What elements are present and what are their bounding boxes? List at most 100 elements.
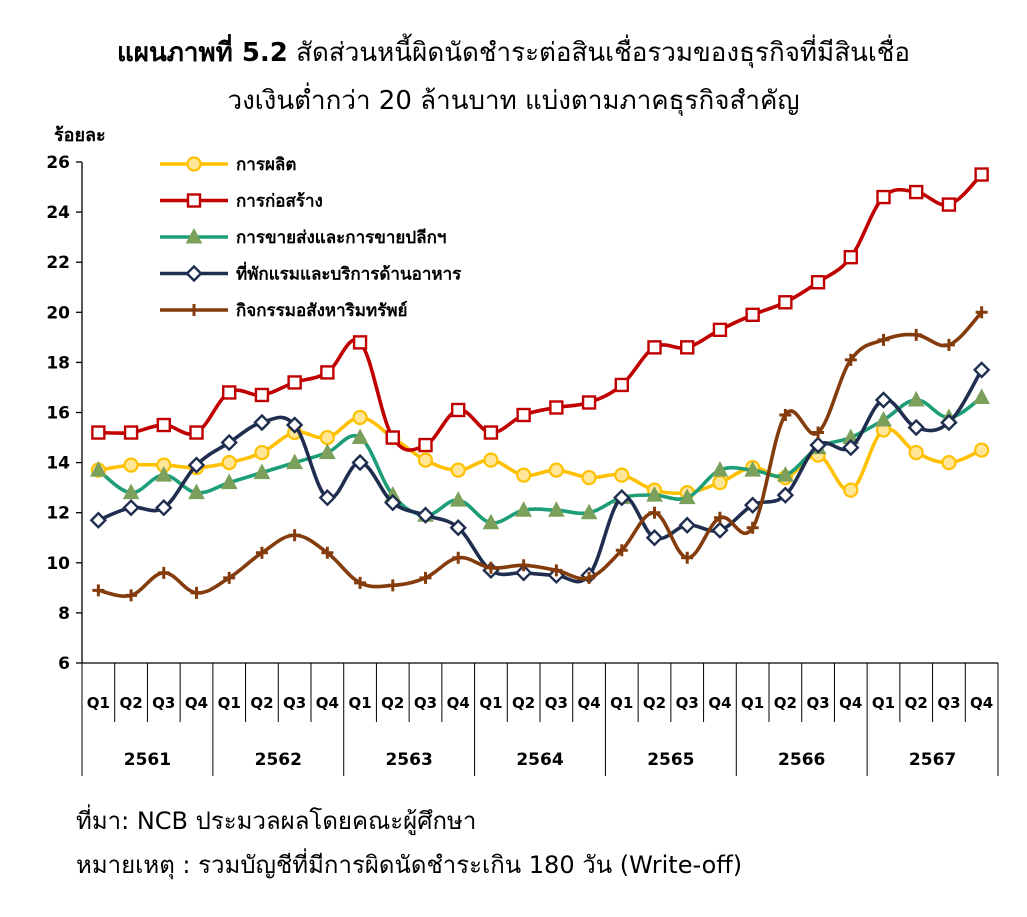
x-tick-label-year: 2566 [778,750,825,770]
y-tick-label: 22 [46,253,70,273]
data-point [680,340,695,355]
data-point [809,436,827,454]
legend-label: กิจกรรมอสังหาริมทรัพย์ [236,300,408,321]
data-point [614,467,630,483]
data-point [975,306,988,319]
data-point [449,519,467,537]
x-tick-label-year: 2562 [255,750,302,770]
data-point [450,462,466,478]
x-tick-label-year: 2565 [647,750,694,770]
data-point [452,551,465,564]
data-point [89,511,108,529]
data-point [190,586,203,599]
data-point [484,561,497,574]
data-point [253,463,271,480]
data-point [286,453,303,470]
data-point [909,184,924,200]
data-point [451,402,466,418]
y-axis-label: ร้อยละ [54,125,106,146]
data-point [779,409,792,422]
x-tick-label-quarter: Q1 [479,694,502,712]
data-point [778,295,793,310]
series-group [91,167,989,453]
data-point [155,466,173,482]
data-point [745,307,760,323]
data-point [319,429,335,446]
data-point [942,338,955,351]
x-tick-label-quarter: Q4 [316,694,339,712]
data-point [907,390,925,407]
legend-label: การผลิต [236,155,296,175]
data-point [482,513,500,530]
line-chart: ร้อยละ 6 8 10 12 14 16 18 20 22 24 26 Q1 Q2 Q3 Q4 Q1 Q2 Q3… [46,125,999,776]
data-point [613,488,631,507]
data-point [974,167,989,182]
data-point [483,425,499,440]
x-tick-label-quarter: Q2 [512,694,535,712]
data-point [188,483,205,500]
data-point [810,275,826,290]
y-tick-label: 10 [46,554,70,574]
data-point [385,430,400,445]
data-point [908,444,924,461]
data-point [842,438,860,457]
data-point [812,426,825,439]
data-point [254,444,270,461]
series-line [98,415,983,496]
x-tick-label-quarter: Q1 [741,694,764,712]
x-tick-label-quarter: Q4 [970,694,993,712]
y-tick-label: 20 [46,303,70,323]
x-tick-label-quarter: Q2 [381,694,404,712]
legend-marker [186,156,202,172]
data-point [156,417,171,433]
data-point [515,501,532,517]
x-tick-label-quarter: Q2 [250,694,273,712]
data-point [713,511,726,524]
y-tick-label: 18 [46,353,70,373]
series-line [97,395,983,525]
data-point [550,564,563,577]
y-tick-label: 6 [58,654,70,674]
data-point [517,559,530,572]
y-tick-label: 14 [46,454,70,474]
data-point [91,425,106,440]
data-point [287,375,302,390]
remark-note: หมายเหตุ : รวมบัญชีที่มีการผิดนัดชำระเกิ… [76,851,743,879]
data-point [743,496,762,514]
legend-marker [186,193,202,208]
data-point [711,461,729,477]
data-point [876,189,891,205]
data-point [583,571,596,584]
data-point [449,491,467,507]
data-point [843,249,858,265]
data-point [157,566,170,579]
data-point [320,365,335,380]
y-tick-label: 16 [46,404,70,424]
data-point [321,546,334,559]
data-point [580,503,598,520]
data-point [318,488,337,507]
x-tick-label-year: 2567 [909,750,956,770]
data-point [874,391,893,409]
data-point [155,498,173,517]
x-tick-label-quarter: Q2 [643,694,666,712]
x-tick-label-quarter: Q2 [119,694,142,712]
data-point [223,571,236,584]
data-point [712,322,728,338]
data-point [648,506,661,519]
data-point [615,544,628,557]
data-point [288,529,301,542]
data-point [90,461,107,477]
data-point [844,353,857,366]
y-tick-label: 24 [46,203,70,223]
data-point [419,571,432,584]
data-point [221,455,237,471]
data-point [123,457,139,473]
series-line [97,368,984,584]
data-point [843,482,859,498]
data-point [483,452,499,468]
data-point [351,453,369,472]
data-point [744,461,761,477]
source-note: ที่มา: NCB ประมวลผลโดยคณะผู้ศึกษา [76,807,477,835]
data-point [418,437,433,453]
